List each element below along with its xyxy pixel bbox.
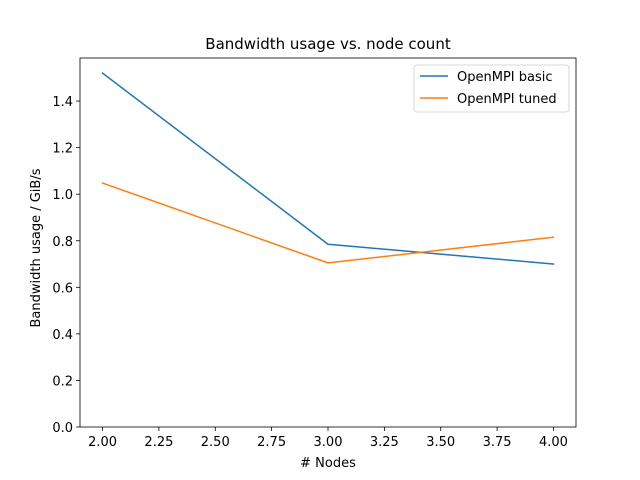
x-tick-label: 3.50 bbox=[426, 435, 455, 450]
x-tick-label: 3.25 bbox=[370, 435, 399, 450]
x-tick-label: 3.00 bbox=[314, 435, 343, 450]
x-tick-label: 2.25 bbox=[144, 435, 173, 450]
y-tick-label: 0.0 bbox=[52, 421, 73, 436]
x-tick-label: 2.00 bbox=[88, 435, 117, 450]
y-tick-label: 1.2 bbox=[52, 142, 73, 157]
y-tick-label: 1.4 bbox=[52, 95, 73, 110]
series-line-1 bbox=[101, 182, 555, 264]
legend: OpenMPI basic OpenMPI tuned bbox=[413, 64, 570, 113]
x-tick-label: 2.75 bbox=[257, 435, 286, 450]
y-axis-label: Bandwidth usage / GiB/s bbox=[29, 168, 44, 327]
legend-box bbox=[413, 64, 570, 113]
axes: 2.00 2.25 2.50 2.75 3.00 3.25 3.50 3.75 4.00 0.0 0… bbox=[52, 57, 577, 450]
x-tick-label: 2.50 bbox=[201, 435, 230, 450]
x-tick-label: 3.75 bbox=[483, 435, 512, 450]
y-tick-label: 0.8 bbox=[52, 235, 73, 250]
legend-label-0: OpenMPI basic bbox=[457, 70, 553, 85]
series-line-0 bbox=[101, 72, 555, 265]
x-axis-label: # Nodes bbox=[300, 456, 356, 471]
y-tick-label: 0.2 bbox=[52, 374, 73, 389]
y-tick-label: 0.4 bbox=[52, 328, 73, 343]
legend-label-1: OpenMPI tuned bbox=[457, 92, 557, 107]
x-tick-label: 4.00 bbox=[539, 435, 568, 450]
chart-title: Bandwidth usage vs. node count bbox=[205, 35, 451, 53]
y-tick-label: 0.6 bbox=[52, 281, 73, 296]
series-lines bbox=[101, 72, 555, 265]
y-tick-label: 1.0 bbox=[52, 188, 73, 203]
